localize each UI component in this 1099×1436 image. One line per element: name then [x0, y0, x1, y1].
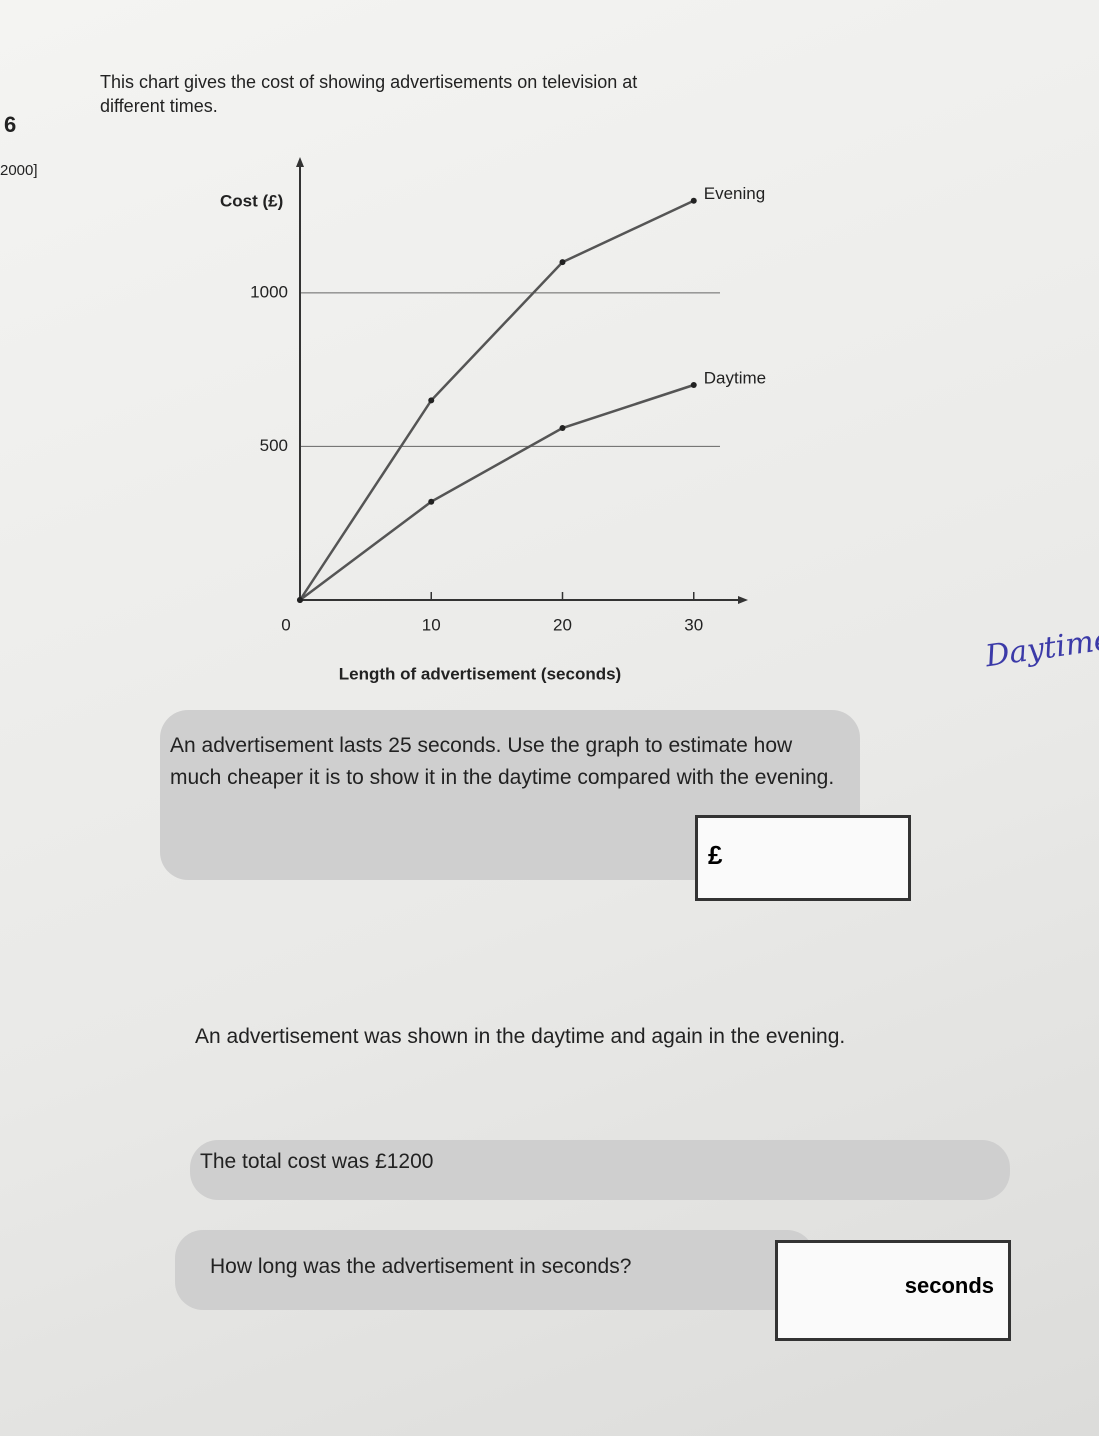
question-a-text: An advertisement lasts 25 seconds. Use t…: [170, 734, 835, 789]
series-label: Evening: [704, 184, 765, 203]
data-point: [690, 382, 697, 388]
series-line: [298, 199, 695, 601]
x-axis-arrow: [738, 596, 748, 604]
data-point: [297, 597, 303, 603]
data-point: [559, 259, 566, 266]
x-tick-label: 0: [281, 615, 290, 634]
series-label: Daytime: [704, 368, 766, 387]
data-point: [428, 498, 435, 505]
chart: Cost (£) Length of advertisement (second…: [220, 157, 766, 683]
question-b-background: [190, 1140, 1010, 1200]
answer-box-b[interactable]: seconds: [775, 1240, 1011, 1341]
y-tick-label: 500: [260, 436, 288, 455]
x-axis-label: Length of advertisement (seconds): [339, 664, 621, 683]
margin-note: 2000]: [0, 162, 38, 179]
question-b-line1: An advertisement was shown in the daytim…: [195, 1025, 846, 1048]
series-line: [299, 383, 695, 602]
y-axis-label: Cost (£): [220, 191, 283, 210]
question-b-line2: The total cost was £1200: [200, 1150, 434, 1173]
question-b-line3: How long was the advertisement in second…: [210, 1255, 632, 1278]
x-tick-label: 30: [684, 615, 703, 634]
data-point: [428, 397, 435, 404]
x-tick-label: 20: [553, 615, 572, 634]
data-point: [559, 425, 566, 431]
y-axis-arrow: [296, 157, 304, 167]
chart-title: This chart gives the cost of showing adv…: [100, 72, 638, 116]
x-tick-label: 10: [422, 615, 441, 634]
y-tick-label: 1000: [250, 282, 288, 301]
answer-prefix: £: [708, 840, 723, 870]
handwritten-note: Daytime.: [983, 620, 1099, 675]
answer-unit: seconds: [904, 1273, 994, 1298]
data-point: [690, 197, 697, 204]
question-b-background-2: [175, 1230, 815, 1310]
question-number: 6: [4, 112, 17, 137]
answer-box-a[interactable]: £: [695, 815, 911, 901]
